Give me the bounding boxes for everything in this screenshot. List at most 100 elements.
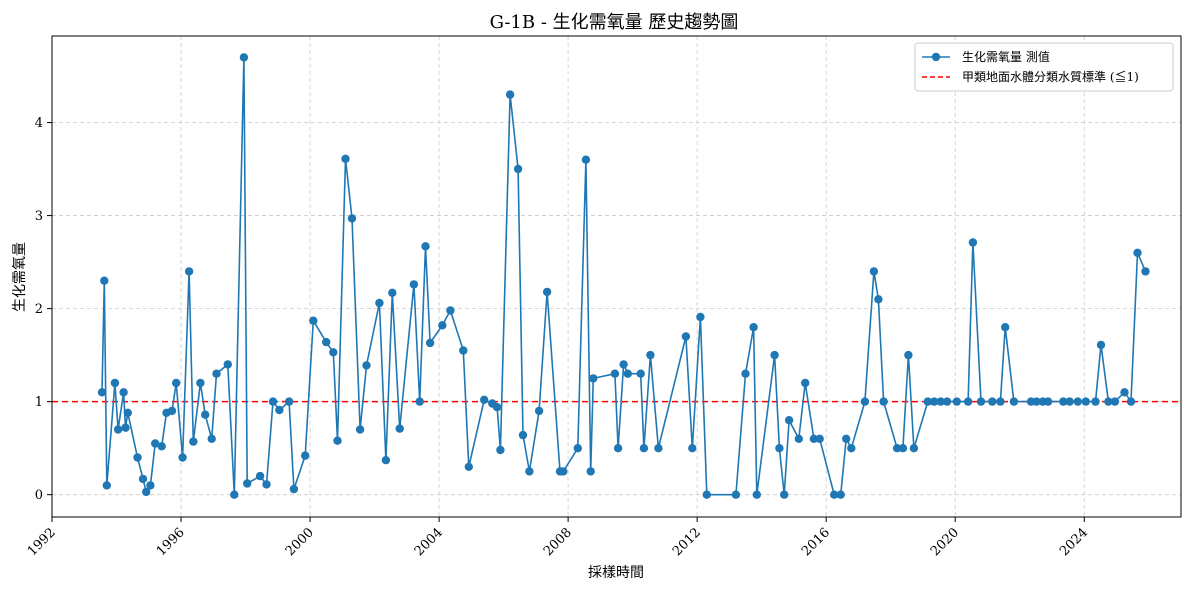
data-point <box>262 480 271 489</box>
data-point <box>146 481 155 490</box>
x-tick-label: 1992 <box>25 525 59 559</box>
data-point <box>142 487 151 497</box>
data-point <box>610 369 620 378</box>
data-point <box>513 164 523 174</box>
data-point <box>347 214 357 223</box>
data-point <box>1104 397 1113 406</box>
data-point <box>230 490 239 499</box>
data-point <box>869 267 879 276</box>
data-point <box>1126 397 1136 406</box>
chart-title: G-1B - 生化需氧量 歷史趨勢圖 <box>490 12 739 33</box>
x-axis-ticks: 1992 1996 2000 2004 2008 2012 2016 2020 2024 <box>25 517 1091 559</box>
data-point <box>770 350 779 360</box>
data-point <box>110 378 120 388</box>
data-point <box>309 316 318 325</box>
data-point <box>942 397 952 406</box>
data-point <box>559 467 568 476</box>
data-point <box>860 397 870 406</box>
data-point <box>100 276 109 285</box>
y-axis-ticks: 0 1 2 3 4 <box>35 116 52 503</box>
data-point <box>492 403 502 412</box>
data-point <box>207 434 216 443</box>
data-point <box>362 361 371 370</box>
y-tick-label: 2 <box>35 302 43 317</box>
data-point <box>178 453 187 462</box>
data-point <box>1091 397 1100 406</box>
data-point <box>815 434 824 443</box>
legend: 生化需氧量 測值 甲類地面水體分類水質標準 (≦1) <box>914 42 1174 92</box>
x-tick-label: 2000 <box>283 525 317 559</box>
data-point <box>586 467 595 476</box>
data-point <box>138 474 148 484</box>
x-tick-label: 2004 <box>412 525 446 559</box>
series-layer <box>97 53 1150 499</box>
data-point <box>936 397 945 406</box>
data-point <box>172 378 181 388</box>
y-tick-label: 4 <box>35 116 43 131</box>
data-point <box>573 444 582 453</box>
y-tick-label: 0 <box>35 488 43 503</box>
data-point <box>395 424 404 433</box>
data-point <box>930 397 939 406</box>
x-tick-label: 1996 <box>154 525 188 559</box>
data-point <box>996 397 1005 406</box>
x-tick-label: 2024 <box>1057 525 1091 559</box>
data-point <box>123 408 132 417</box>
data-point <box>534 406 544 416</box>
data-point <box>1081 397 1091 406</box>
data-point <box>464 462 473 471</box>
data-point <box>784 416 794 425</box>
data-point <box>780 490 789 499</box>
data-point <box>1032 397 1041 406</box>
data-point <box>184 267 194 276</box>
data-point <box>874 295 883 304</box>
data-point <box>809 434 819 443</box>
y-tick-label: 3 <box>35 209 43 224</box>
plot-area-frame <box>51 35 1182 518</box>
data-point <box>654 444 663 453</box>
data-point <box>525 467 534 476</box>
data-point <box>480 395 489 404</box>
data-point <box>425 338 435 348</box>
data-point <box>505 90 515 99</box>
data-point <box>301 451 310 460</box>
legend-label-standard: 甲類地面水體分類水質標準 (≦1) <box>962 69 1139 84</box>
data-point <box>963 397 973 406</box>
data-point <box>752 490 761 499</box>
data-point <box>239 53 249 62</box>
data-point <box>892 444 902 453</box>
data-point <box>619 360 628 369</box>
data-point <box>329 348 338 357</box>
data-point <box>879 397 888 406</box>
x-tick-label: 2008 <box>541 525 575 559</box>
data-point <box>133 453 142 462</box>
data-point <box>167 406 177 416</box>
data-point <box>275 405 284 415</box>
legend-label-measured: 生化需氧量 測值 <box>962 49 1050 64</box>
data-point <box>639 444 649 453</box>
data-point <box>581 155 591 164</box>
data-point <box>333 436 342 445</box>
data-point <box>1133 248 1142 257</box>
data-point <box>988 397 997 406</box>
data-point <box>446 306 455 315</box>
data-point <box>496 445 505 455</box>
data-point <box>1043 397 1053 406</box>
data-point <box>968 238 978 247</box>
data-point <box>1110 397 1120 406</box>
data-point <box>375 298 384 308</box>
y-axis-title: 生化需氧量 <box>12 242 28 312</box>
data-point <box>688 444 697 453</box>
data-point <box>1120 388 1129 397</box>
y-tick-label: 1 <box>35 395 43 410</box>
measured-series-line <box>101 56 1147 496</box>
data-point <box>1073 397 1083 406</box>
data-point <box>322 337 331 347</box>
data-point <box>97 388 107 397</box>
data-point <box>201 410 210 419</box>
data-point <box>212 369 221 378</box>
data-point <box>847 444 856 453</box>
data-point <box>289 484 299 494</box>
data-point <box>794 434 803 443</box>
